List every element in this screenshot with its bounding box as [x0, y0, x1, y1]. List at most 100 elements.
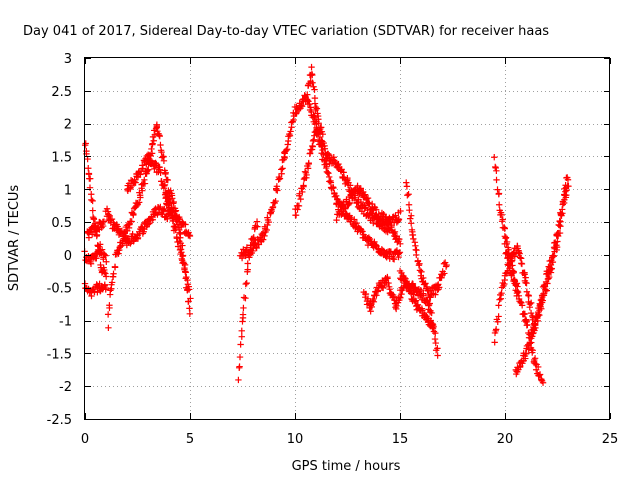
y-tick-label: -2: [59, 380, 72, 395]
x-tick-label: 0: [81, 432, 89, 447]
y-tick-label: 1.5: [51, 150, 72, 165]
data-point: [283, 146, 291, 153]
x-tick-label: 25: [602, 432, 619, 447]
data-point: [272, 197, 279, 205]
data-point: [276, 175, 284, 182]
data-point: [548, 265, 556, 272]
data-point: [160, 157, 168, 165]
data-point: [558, 206, 566, 213]
data-point: [546, 273, 553, 281]
data-point: [542, 286, 549, 293]
data-point: [268, 207, 275, 215]
data-point: [325, 170, 332, 177]
data-point: [182, 221, 189, 228]
data-point: [143, 167, 151, 175]
data-point: [530, 329, 537, 337]
x-tick-label: 20: [497, 432, 514, 447]
data-point: [385, 279, 392, 287]
data-point: [392, 212, 399, 219]
data-point: [498, 289, 505, 297]
scatter-series: [396, 267, 437, 330]
data-point: [406, 282, 413, 290]
data-point: [493, 176, 500, 184]
data-point: [135, 199, 143, 206]
data-point: [354, 182, 361, 190]
data-point: [349, 194, 356, 202]
data-point: [404, 192, 411, 199]
data-point: [534, 312, 542, 320]
data-point: [535, 363, 542, 371]
data-point: [309, 71, 316, 79]
data-point: [86, 175, 94, 182]
data-point: [310, 83, 317, 90]
data-point: [181, 261, 189, 269]
data-point: [515, 249, 523, 256]
data-point: [554, 238, 561, 245]
data-point: [274, 187, 281, 194]
data-point: [538, 305, 545, 312]
data-point: [309, 143, 316, 150]
data-point: [441, 270, 448, 277]
data-point: [156, 132, 163, 140]
data-point: [242, 280, 249, 288]
data-point: [101, 269, 108, 276]
data-point: [305, 98, 312, 105]
data-point: [186, 232, 194, 240]
data-point: [102, 284, 110, 292]
data-point: [145, 166, 152, 173]
data-point: [438, 274, 445, 281]
data-point: [297, 195, 304, 203]
data-point: [105, 324, 112, 332]
data-point: [88, 191, 95, 198]
data-point: [100, 218, 108, 225]
data-point: [322, 157, 329, 165]
data-point: [267, 209, 275, 216]
data-point: [292, 211, 300, 219]
data-point: [287, 128, 294, 135]
data-point: [162, 170, 169, 178]
scatter-series: [556, 174, 572, 225]
data-point: [254, 223, 261, 230]
data-point: [529, 347, 536, 354]
data-point: [539, 379, 547, 386]
data-point: [105, 211, 112, 218]
data-point: [521, 269, 528, 276]
data-point: [501, 240, 508, 248]
data-point: [416, 260, 423, 267]
data-point: [384, 273, 391, 281]
data-point: [405, 191, 412, 198]
data-point: [146, 151, 154, 159]
data-point: [169, 217, 177, 225]
scatter-series: [360, 273, 441, 359]
data-point: [525, 344, 533, 352]
data-point: [527, 309, 535, 317]
data-point: [283, 147, 290, 154]
data-point: [505, 254, 512, 262]
data-point: [103, 205, 111, 212]
data-point: [141, 176, 148, 184]
data-point: [333, 216, 340, 224]
data-point: [411, 298, 419, 305]
data-point: [556, 218, 563, 225]
data-point: [362, 290, 370, 298]
data-point: [259, 236, 267, 243]
data-point: [365, 199, 373, 207]
data-point: [495, 190, 503, 197]
data-point: [407, 215, 414, 222]
data-point: [398, 290, 405, 298]
data-point: [170, 198, 177, 206]
data-point: [150, 137, 157, 144]
scatter-series: [81, 241, 110, 267]
data-point: [164, 176, 172, 184]
data-point: [115, 250, 122, 257]
data-point: [238, 333, 245, 340]
data-point: [108, 215, 116, 223]
data-point: [242, 294, 249, 302]
data-point: [311, 86, 318, 93]
data-point: [243, 279, 250, 287]
data-point: [162, 193, 170, 201]
data-point: [431, 335, 439, 343]
data-point: [182, 269, 189, 276]
data-point: [157, 169, 164, 176]
data-point: [522, 350, 529, 357]
